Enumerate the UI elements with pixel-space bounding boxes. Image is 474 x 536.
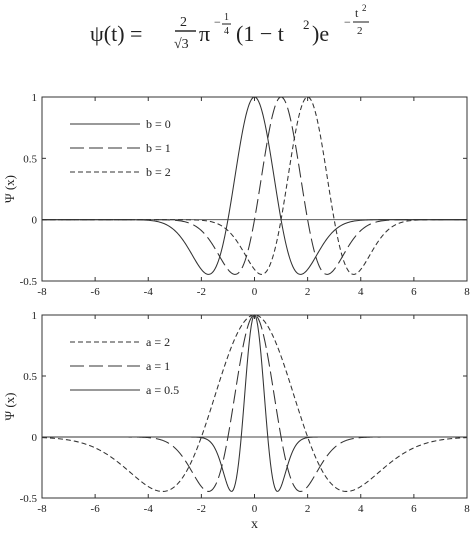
legend-label: b = 1 — [146, 141, 171, 155]
legend-label: b = 0 — [146, 117, 171, 131]
y-tick-label: 0 — [32, 432, 38, 444]
x-tick-label: -6 — [91, 503, 101, 515]
formula-pi-exp-den: 4 — [224, 26, 229, 37]
chart-panel-1: -8 -6 -4 -2 0 2 4 6 8 1 0.5 0 -0.5 Ψ (x) b = 0 b = 1 b =… — [2, 92, 470, 298]
formula-lhs: ψ(t) = — [90, 21, 142, 46]
series-line-3 — [42, 96, 467, 275]
wavelet-charts: -8 -6 -4 -2 0 2 4 6 8 1 0.5 0 -0.5 Ψ (x) b = 0 b = 1 b =… — [2, 92, 470, 532]
x-tick-label: 4 — [358, 503, 364, 515]
series-line-2 — [42, 96, 467, 275]
plot-frame — [41, 96, 468, 282]
x-tick-label: 6 — [411, 503, 417, 515]
chart-panel-2: -8 -6 -4 -2 0 2 4 6 8 1 0.5 0 -0.5 Ψ (x) x a = 2 a = 1 a … — [2, 310, 470, 532]
x-tick-label: 2 — [305, 503, 311, 515]
formula-mid: (1 − t — [236, 21, 284, 46]
x-tick-label: -8 — [37, 503, 47, 515]
legend-label: b = 2 — [146, 165, 171, 179]
legend-label: a = 2 — [146, 335, 170, 349]
formula-e-exp-num-sq: 2 — [362, 3, 367, 13]
formula-e-exp-den: 2 — [357, 25, 363, 37]
x-tick-label: -2 — [197, 503, 206, 515]
formula-frac-den: √3 — [174, 37, 189, 52]
formula-t-squared: 2 — [303, 17, 310, 32]
x-tick-label: -4 — [144, 503, 154, 515]
y-tick-label: 0.5 — [23, 153, 37, 165]
x-axis-label: x — [251, 517, 258, 532]
wavelet-formula: ψ(t) = 2 √3 π − 1 4 (1 − t 2 )e − t 2 2 — [90, 3, 369, 52]
x-tick-label: 2 — [305, 286, 311, 298]
y-axis-label: Ψ (x) — [2, 393, 17, 421]
formula-pi-exp-sign: − — [214, 15, 221, 29]
x-tick-label: 4 — [358, 286, 364, 298]
series-line-3 — [42, 314, 467, 492]
x-tick-label: 8 — [464, 503, 470, 515]
x-tick-label: 0 — [252, 503, 258, 515]
legend-label: a = 0.5 — [146, 383, 179, 397]
formula-pi-exp-num: 1 — [224, 12, 229, 23]
x-tick-label: 8 — [464, 286, 470, 298]
x-tick-label: 6 — [411, 286, 417, 298]
formula-e-exp-num: t — [355, 6, 359, 20]
x-tick-label: -8 — [37, 286, 47, 298]
y-tick-label: -0.5 — [20, 276, 38, 288]
y-tick-label: 0.5 — [23, 371, 37, 383]
formula-e-exp-sign: − — [344, 15, 351, 29]
y-tick-label: -0.5 — [20, 493, 38, 505]
formula-pi: π — [199, 21, 210, 46]
formula-close: )e — [312, 21, 329, 46]
y-tick-label: 0 — [32, 215, 38, 227]
x-tick-label: 0 — [252, 286, 258, 298]
y-tick-label: 1 — [32, 310, 38, 322]
x-tick-label: -6 — [91, 286, 101, 298]
x-tick-label: -2 — [197, 286, 206, 298]
series-line-2 — [42, 314, 467, 492]
series-line-1 — [41, 314, 468, 492]
y-tick-label: 1 — [32, 92, 38, 104]
y-axis-label: Ψ (x) — [2, 175, 17, 203]
legend-label: a = 1 — [146, 359, 170, 373]
x-tick-label: -4 — [144, 286, 154, 298]
formula-frac-num: 2 — [180, 15, 187, 30]
